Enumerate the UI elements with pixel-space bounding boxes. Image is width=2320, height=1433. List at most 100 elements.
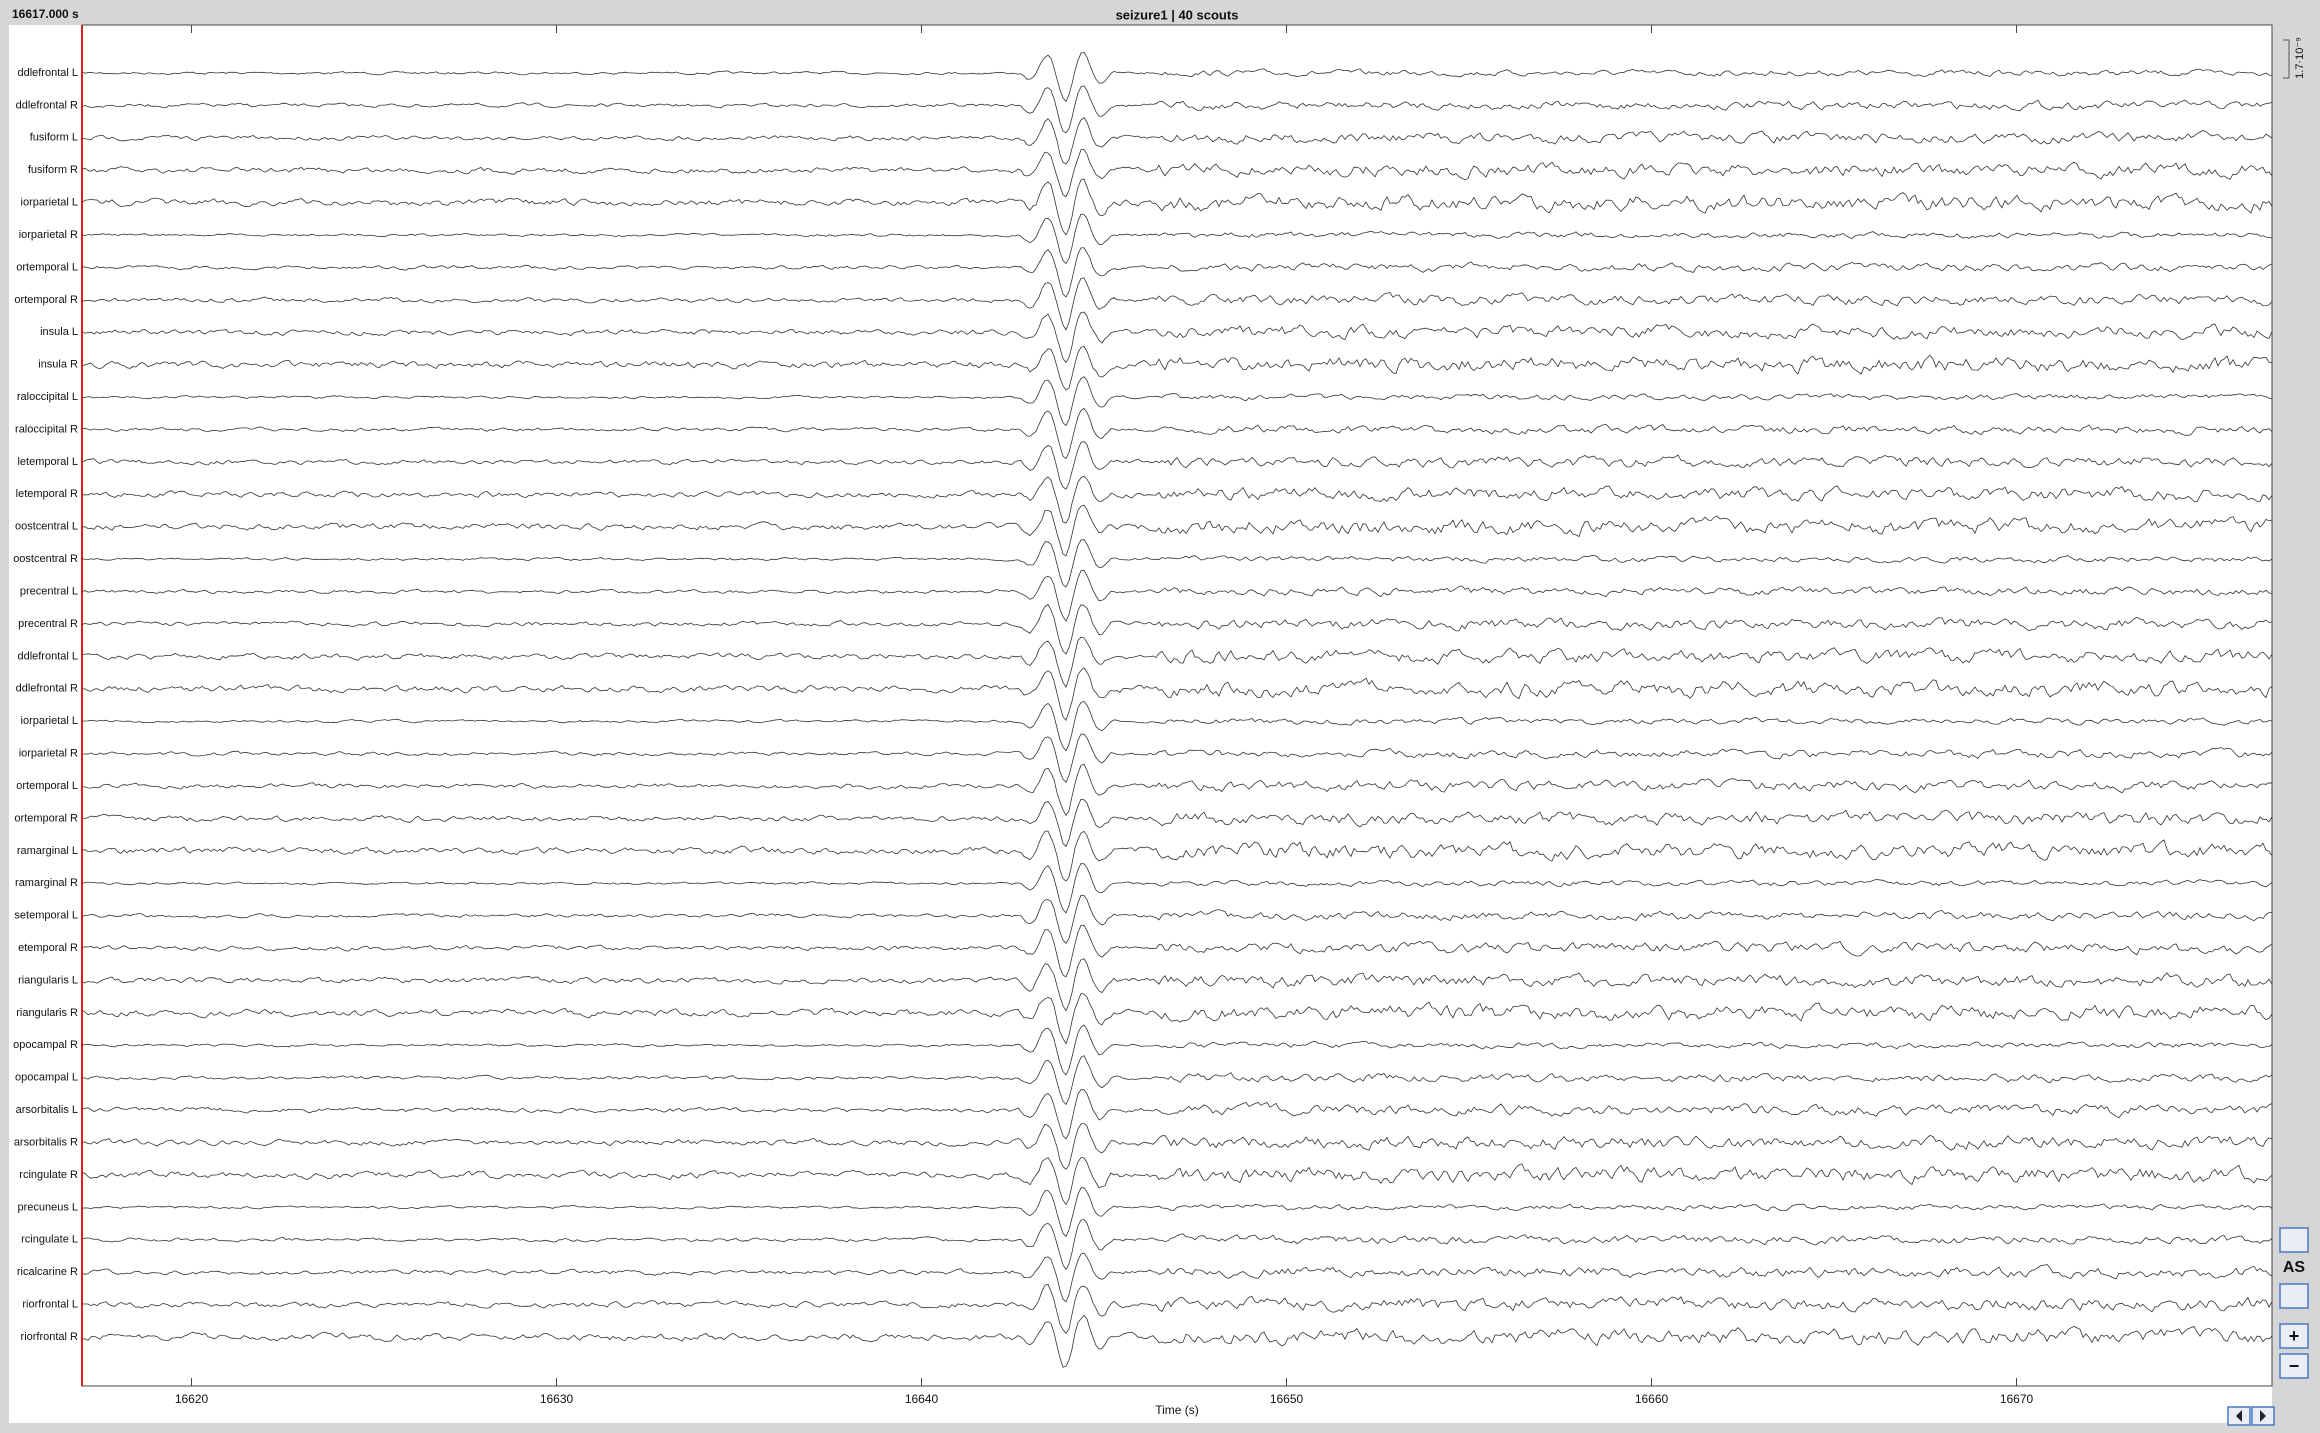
channel-label: insula L	[40, 326, 78, 338]
channel-label: opocampal R	[13, 1039, 78, 1051]
channel-label: setemporal L	[14, 910, 78, 922]
trace	[81, 376, 2273, 427]
trace	[81, 407, 2273, 460]
trace	[81, 894, 2273, 944]
channel-label: arsorbitalis L	[16, 1104, 78, 1116]
x-tick-label: 16640	[905, 1392, 939, 1406]
trace	[81, 539, 2273, 588]
channel-label: riangularis R	[16, 1007, 78, 1019]
trace	[81, 1024, 2273, 1076]
channel-label: ddlefrontal L	[17, 650, 78, 662]
trace	[81, 504, 2273, 557]
channel-label: iorparietal L	[21, 197, 78, 209]
channel-label: precentral L	[20, 585, 78, 597]
trace	[81, 1314, 2273, 1368]
channel-label: fusiform L	[30, 132, 78, 144]
channel-label: rcingulate L	[21, 1234, 78, 1246]
trace	[81, 798, 2273, 848]
channel-label: ddlefrontal R	[16, 683, 78, 695]
button-gain[interactable]	[2279, 1283, 2309, 1309]
channel-label: ricalcarine R	[17, 1266, 78, 1278]
channel-label: fusiform R	[28, 164, 78, 176]
trace	[81, 636, 2273, 689]
channel-label: ortemporal R	[14, 812, 78, 824]
channel-label: arsorbitalis R	[14, 1136, 78, 1148]
channel-label: oostcentral R	[13, 553, 78, 565]
channel-label: ramarginal R	[15, 877, 78, 889]
trace	[82, 763, 2273, 817]
channel-label: oostcentral L	[15, 521, 78, 533]
trace	[81, 441, 2273, 490]
channel-label: ddlefrontal L	[17, 67, 78, 79]
channel-label: letemporal L	[17, 456, 78, 468]
channel-label: precentral R	[18, 618, 78, 630]
trace	[81, 569, 2273, 623]
channel-label: insula R	[38, 359, 78, 371]
x-axis-label: Time (s)	[1155, 1403, 1199, 1417]
trace	[81, 213, 2273, 265]
x-tick-label: 16660	[1635, 1392, 1669, 1406]
trace	[81, 1219, 2273, 1271]
channel-label: ddlefrontal R	[16, 99, 78, 111]
channel-label: ortemporal R	[14, 294, 78, 306]
trace	[82, 830, 2273, 882]
channel-label: ortemporal L	[16, 780, 78, 792]
button-zoom-in[interactable]	[2279, 1323, 2309, 1349]
trace	[81, 863, 2273, 914]
trace	[81, 51, 2273, 103]
scale-label: 1.7·10⁻⁹	[2294, 37, 2306, 79]
trace	[82, 667, 2273, 721]
x-tick-label: 16670	[2000, 1392, 2034, 1406]
button-zoom-out[interactable]	[2279, 1353, 2309, 1379]
prev-arrow	[2236, 1410, 2242, 1422]
trace	[81, 1123, 2273, 1170]
channel-label: precuneus L	[17, 1201, 78, 1213]
trace	[81, 700, 2273, 752]
trace	[81, 85, 2273, 134]
time-label: 16617.000 s	[12, 7, 79, 21]
trace	[81, 1089, 2273, 1140]
panel	[9, 25, 2272, 1423]
trace	[81, 958, 2273, 1012]
trace	[81, 346, 2273, 391]
button-plus[interactable]: +	[2289, 1326, 2300, 1346]
x-tick-label: 16630	[540, 1392, 574, 1406]
channel-label: ramarginal L	[17, 845, 78, 857]
trace	[81, 277, 2273, 331]
channel-label: etemporal R	[18, 942, 78, 954]
channel-label: ortemporal L	[16, 261, 78, 273]
channel-label: letemporal R	[16, 488, 78, 500]
trace	[81, 1157, 2273, 1206]
trace	[81, 1187, 2273, 1238]
trace	[81, 475, 2273, 524]
trace	[81, 924, 2273, 978]
next-arrow	[2260, 1410, 2266, 1422]
trace	[81, 603, 2273, 655]
x-tick-label: 16620	[175, 1392, 209, 1406]
button-mode[interactable]	[2279, 1227, 2309, 1253]
trace	[81, 1284, 2273, 1335]
channel-label: riorfrontal R	[21, 1331, 79, 1343]
channel-label: iorparietal R	[19, 748, 78, 760]
trace	[81, 1055, 2273, 1106]
channel-label: iorparietal R	[19, 229, 78, 241]
trace	[81, 149, 2273, 198]
trace	[81, 247, 2273, 298]
channel-label: rcingulate R	[19, 1169, 78, 1181]
button-minus[interactable]: −	[2289, 1356, 2300, 1376]
channel-label: raloccipital R	[15, 423, 78, 435]
trace	[82, 733, 2273, 784]
channel-label: iorparietal L	[21, 715, 78, 727]
trace	[81, 117, 2273, 165]
channel-label: opocampal L	[15, 1072, 78, 1084]
button-as[interactable]: AS	[2283, 1259, 2306, 1276]
trace	[81, 1252, 2273, 1303]
channel-label: riorfrontal L	[22, 1298, 78, 1310]
channel-label: raloccipital L	[17, 391, 78, 403]
trace	[81, 178, 2273, 236]
trace	[81, 311, 2273, 364]
channel-label: riangularis L	[18, 974, 78, 986]
trace	[81, 993, 2273, 1045]
